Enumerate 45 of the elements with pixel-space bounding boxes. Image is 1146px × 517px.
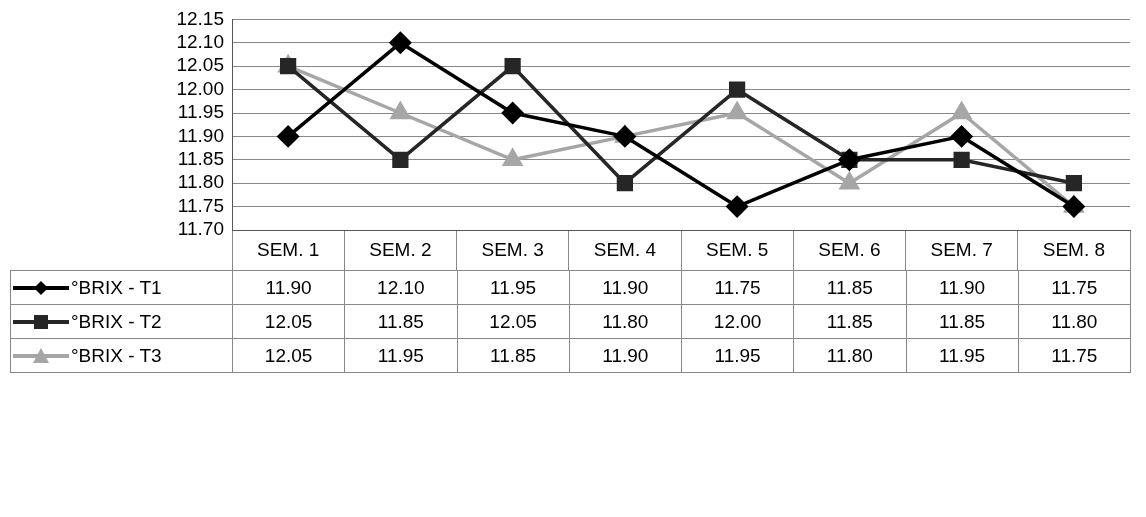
legend-label: °BRIX - T2 [71, 310, 162, 332]
data-label: 12.05 [232, 338, 345, 373]
x-tick-label: SEM. 1 [256, 238, 320, 260]
data-label: 11.95 [344, 338, 457, 373]
x-tick-label: SEM. 5 [705, 238, 769, 260]
data-label: 12.05 [232, 304, 345, 339]
data-label: 11.90 [232, 270, 345, 305]
data-label: 11.90 [569, 270, 682, 305]
data-label: 12.00 [681, 304, 794, 339]
data-label: 11.85 [793, 270, 906, 305]
y-tick-label: 12.10 [176, 31, 224, 53]
y-tick-label: 12.05 [176, 54, 224, 76]
x-tick-label: SEM. 4 [593, 238, 657, 260]
x-tick-label: SEM. 2 [369, 238, 432, 260]
data-label: 11.85 [344, 304, 457, 339]
y-tick-label: 11.95 [177, 101, 224, 123]
data-label: 11.85 [906, 304, 1019, 339]
data-label: 11.75 [1018, 338, 1131, 373]
data-label: 11.75 [681, 270, 794, 305]
data-label: 11.95 [457, 270, 570, 305]
y-tick-label: 12.15 [176, 7, 224, 29]
x-tick-label: SEM. 6 [818, 238, 881, 260]
y-tick-label: 11.90 [177, 124, 224, 146]
y-tick-label: 11.80 [177, 171, 224, 193]
data-label: 11.90 [569, 338, 682, 373]
y-tick-label: 12.00 [176, 77, 224, 99]
x-tick-label: SEM. 8 [1042, 238, 1106, 260]
data-label: 11.80 [793, 338, 906, 373]
y-tick-label: 11.70 [177, 218, 224, 240]
data-label: 11.80 [569, 304, 682, 339]
data-label: 11.85 [457, 338, 570, 373]
data-label: 11.90 [906, 270, 1019, 305]
y-tick-label: 11.75 [177, 194, 224, 216]
x-tick-label: SEM. 7 [930, 238, 993, 260]
legend-label: °BRIX - T1 [71, 276, 162, 298]
data-label: 11.85 [793, 304, 906, 339]
data-label: 12.05 [457, 304, 570, 339]
data-label: 11.80 [1018, 304, 1131, 339]
y-tick-label: 11.85 [177, 148, 224, 170]
data-label: 11.75 [1018, 270, 1131, 305]
data-label: 11.95 [906, 338, 1019, 373]
data-label: 11.95 [681, 338, 794, 373]
data-label: 12.10 [344, 270, 457, 305]
legend-label: °BRIX - T3 [71, 344, 162, 366]
x-tick-label: SEM. 3 [481, 238, 544, 260]
